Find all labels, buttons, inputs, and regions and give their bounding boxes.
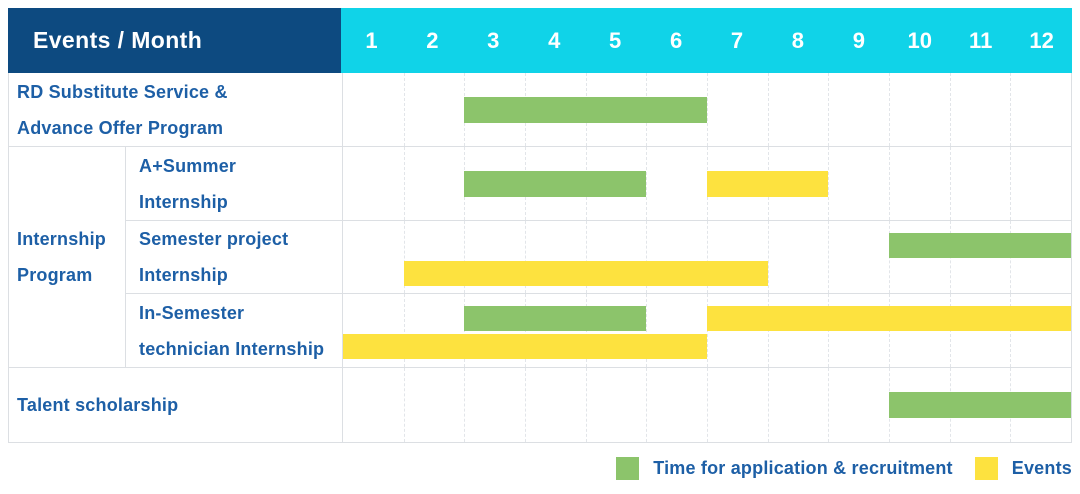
month-divider-line: [828, 147, 830, 220]
month-header-cell: 6: [669, 27, 683, 53]
month-divider-line: [403, 294, 405, 367]
month-divider-line: [828, 73, 830, 146]
month-divider-line: [646, 221, 648, 293]
month-header-row: 1 2 3 4 5 6 7 8 9 10 11 12: [341, 8, 1072, 73]
label-line: technician Internship: [139, 338, 325, 359]
legend-label: Events: [1011, 457, 1072, 478]
month-header-cell: 1: [365, 27, 378, 53]
label-line: RD Substitute Service &: [17, 81, 228, 102]
month-header-cell: 5: [609, 27, 622, 53]
month-header-cell: 3: [487, 27, 500, 53]
month-divider-line: [707, 221, 708, 293]
month-divider-line: [646, 368, 648, 442]
month-divider-line: [1010, 73, 1012, 146]
month-divider-line: [525, 368, 526, 442]
month-divider-line: [464, 221, 466, 293]
green-swatch-icon: [616, 456, 640, 480]
bar-event: [343, 334, 707, 359]
label-line: Program: [17, 265, 93, 285]
legend-label: Time for application & recruitment: [653, 457, 953, 478]
label-line: In-Semester: [139, 302, 245, 323]
label-line: Internship: [139, 191, 229, 212]
events-month-table: Events / Month 1 2 3 4 5 6 7 8 9 10 11 12 RD Substi…: [8, 8, 1072, 443]
month-divider-line: [403, 221, 405, 293]
bar-application-recruitment: [889, 233, 1071, 258]
label-line: Semester project: [139, 229, 289, 249]
month-header-cell: 7: [730, 27, 744, 53]
month-divider-line: [464, 368, 466, 442]
month-divider-line: [585, 221, 587, 293]
month-divider-line: [403, 147, 405, 220]
month-divider-line: [646, 294, 648, 367]
row-label: Talent scholarship: [9, 367, 342, 442]
table-body: RD Substitute Service & Advance Offer Pro…: [8, 73, 1072, 443]
month-header-cell: 11: [969, 27, 993, 53]
month-grid-row: [342, 367, 1071, 442]
month-divider-line: [949, 147, 951, 220]
month-divider-line: [707, 368, 708, 442]
label-line: Internship: [139, 265, 229, 285]
bar-application-recruitment: [464, 170, 647, 197]
month-divider-line: [767, 368, 769, 442]
month-divider-line: [767, 221, 769, 293]
bar-event: [403, 261, 768, 286]
month-grid-row: [342, 220, 1071, 293]
month-divider-line: [403, 368, 405, 442]
legend-item-event: Events: [974, 456, 1072, 480]
month-divider-line: [403, 73, 405, 146]
group-label-internship-program: Internship Program: [9, 146, 125, 367]
month-header-cell: 12: [1029, 27, 1054, 53]
label-line: Internship: [17, 229, 107, 249]
month-grid-row: [342, 73, 1071, 146]
label-line: Talent scholarship: [17, 395, 179, 415]
sub-row-label: Semester project Internship: [125, 220, 342, 293]
bar-application-recruitment: [464, 306, 647, 331]
month-divider-line: [646, 147, 648, 220]
month-header-cell: 2: [426, 27, 439, 53]
yellow-swatch-icon: [974, 456, 998, 480]
month-divider-line: [949, 73, 951, 146]
month-divider-line: [828, 221, 830, 293]
month-divider-line: [828, 368, 830, 442]
month-divider-line: [707, 73, 708, 146]
month-grid-row: [342, 146, 1071, 220]
bar-event: [707, 170, 829, 197]
month-divider-line: [889, 73, 890, 146]
bar-event: [707, 306, 1071, 331]
month-divider-line: [1010, 147, 1012, 220]
label-line: A+Summer: [139, 155, 237, 176]
legend: Time for application & recruitment Events: [616, 442, 1072, 494]
events-month-header-cell: Events / Month: [8, 8, 341, 73]
month-divider-line: [585, 368, 587, 442]
sub-row-label: In-Semester technician Internship: [125, 293, 342, 367]
month-header-cell: 4: [548, 27, 561, 53]
table-header-row: Events / Month 1 2 3 4 5 6 7 8 9 10 11 12: [8, 8, 1072, 73]
bar-application-recruitment: [889, 392, 1071, 418]
month-grid-row: [342, 293, 1071, 367]
label-line: Advance Offer Program: [17, 117, 224, 138]
bar-application-recruitment: [464, 96, 707, 123]
month-header-cell: 9: [852, 27, 865, 53]
month-divider-line: [767, 73, 769, 146]
sub-row-label: A+Summer Internship: [125, 146, 342, 220]
month-divider-line: [889, 147, 890, 220]
legend-item-application: Time for application & recruitment: [616, 456, 953, 480]
row-label: RD Substitute Service & Advance Offer Pro…: [9, 73, 342, 146]
month-divider-line: [525, 221, 526, 293]
month-header-cell: 8: [791, 27, 805, 53]
month-header-cell: 10: [907, 27, 932, 53]
